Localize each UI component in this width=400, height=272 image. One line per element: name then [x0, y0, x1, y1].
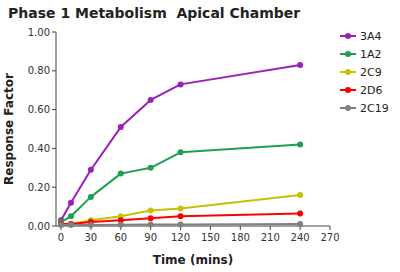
x-tick: [240, 226, 241, 230]
point: [88, 167, 94, 173]
point: [178, 221, 184, 227]
legend-label: 2D6: [360, 84, 382, 97]
title: Phase 1 Metabolism Apical Chamber: [8, 5, 300, 21]
y-tick: [52, 148, 56, 149]
x-tick-label: 60: [114, 232, 127, 243]
x-tick-label: 270: [320, 232, 339, 243]
series-line: [61, 145, 300, 223]
point: [68, 200, 74, 206]
y-tick-label: 1.00: [28, 27, 50, 38]
point: [148, 165, 154, 171]
plot-area: [58, 62, 303, 228]
x-tick: [330, 226, 331, 230]
point: [297, 142, 303, 148]
point: [297, 221, 303, 227]
x-tick: [210, 226, 211, 230]
point: [58, 222, 64, 228]
y-tick: [52, 32, 56, 33]
x-axis-label: Time (mins): [153, 253, 233, 267]
point: [88, 222, 94, 228]
point: [178, 206, 184, 212]
y-tick: [52, 109, 56, 110]
point: [148, 97, 154, 103]
y-tick-label: 0.40: [28, 143, 50, 154]
legend-marker: [345, 51, 351, 57]
point: [178, 81, 184, 87]
y-axis-label: Response Factor: [2, 73, 16, 185]
legend-label: 1A2: [360, 48, 382, 61]
point: [297, 210, 303, 216]
x-tick-label: 90: [144, 232, 157, 243]
y-tick-label: 0.20: [28, 182, 50, 193]
point: [118, 124, 124, 130]
chart: Phase 1 Metabolism Apical Chamber 0 30 60 90…: [0, 0, 400, 272]
y-tick: [52, 226, 56, 227]
point: [178, 149, 184, 155]
series-line: [61, 65, 300, 220]
point: [58, 221, 64, 227]
point: [148, 221, 154, 227]
y-tick-label: 0.60: [28, 104, 50, 115]
series-line: [61, 195, 300, 224]
legend-marker: [345, 105, 351, 111]
x-tick-label: 30: [85, 232, 98, 243]
x-tick-label: 180: [231, 232, 250, 243]
point: [68, 213, 74, 219]
point: [148, 215, 154, 221]
point: [68, 222, 74, 228]
legend-marker: [345, 69, 351, 75]
x-tick-label: 150: [201, 232, 220, 243]
point: [68, 221, 74, 227]
point: [68, 221, 74, 227]
y-axis-line: [56, 32, 57, 226]
point: [118, 171, 124, 177]
point: [88, 194, 94, 200]
x-tick-label: 240: [291, 232, 310, 243]
point: [118, 222, 124, 228]
legend-label: 2C19: [360, 102, 389, 115]
legend-marker: [345, 87, 351, 93]
point: [297, 192, 303, 198]
legend-label: 2C9: [360, 66, 382, 79]
x-tick-label: 120: [171, 232, 190, 243]
point: [297, 62, 303, 68]
x-tick: [270, 226, 271, 230]
point: [178, 213, 184, 219]
point: [148, 207, 154, 213]
x-tick-label: 0: [58, 232, 64, 243]
point: [58, 221, 64, 227]
legend: 3A4 1A2 2C9 2D6 2C19: [340, 30, 389, 115]
y-tick: [52, 70, 56, 71]
x-tick-label: 210: [261, 232, 280, 243]
legend-label: 3A4: [360, 30, 382, 43]
y-tick-label: 0.00: [28, 221, 50, 232]
y-tick-label: 0.80: [28, 65, 50, 76]
legend-marker: [345, 33, 351, 39]
y-tick: [52, 187, 56, 188]
